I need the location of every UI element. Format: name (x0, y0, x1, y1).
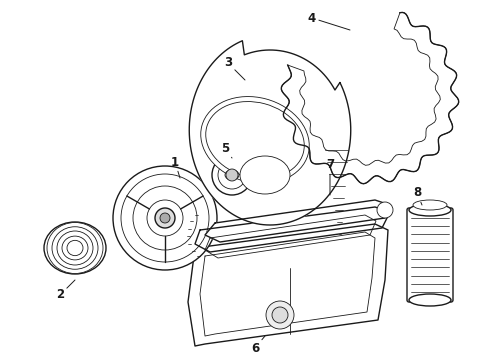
Circle shape (133, 186, 197, 250)
Text: 3: 3 (224, 57, 245, 80)
Polygon shape (281, 12, 459, 184)
Ellipse shape (52, 227, 98, 269)
Ellipse shape (47, 222, 103, 274)
Text: 4: 4 (308, 12, 350, 30)
Circle shape (266, 301, 294, 329)
Ellipse shape (62, 236, 88, 260)
Circle shape (212, 155, 252, 195)
Ellipse shape (57, 231, 93, 265)
Text: 1: 1 (171, 156, 180, 178)
Text: 8: 8 (413, 186, 422, 205)
Circle shape (226, 169, 238, 181)
Ellipse shape (67, 240, 83, 256)
Ellipse shape (409, 204, 451, 216)
FancyBboxPatch shape (407, 208, 453, 302)
Ellipse shape (225, 170, 239, 180)
Ellipse shape (44, 222, 106, 274)
Circle shape (155, 208, 175, 228)
Text: 2: 2 (56, 280, 75, 302)
Circle shape (113, 166, 217, 270)
Polygon shape (195, 207, 390, 252)
Text: 7: 7 (326, 158, 334, 195)
Ellipse shape (240, 156, 290, 194)
Circle shape (377, 202, 393, 218)
Circle shape (160, 213, 170, 223)
Polygon shape (205, 200, 390, 242)
Circle shape (272, 307, 288, 323)
Ellipse shape (409, 294, 451, 306)
Circle shape (218, 161, 246, 189)
Polygon shape (189, 41, 351, 225)
Circle shape (121, 174, 209, 262)
Ellipse shape (413, 200, 447, 210)
Ellipse shape (201, 96, 309, 184)
Text: 5: 5 (221, 141, 232, 158)
Polygon shape (188, 224, 388, 346)
Circle shape (147, 200, 183, 236)
Text: 6: 6 (251, 336, 265, 355)
Ellipse shape (206, 102, 304, 179)
